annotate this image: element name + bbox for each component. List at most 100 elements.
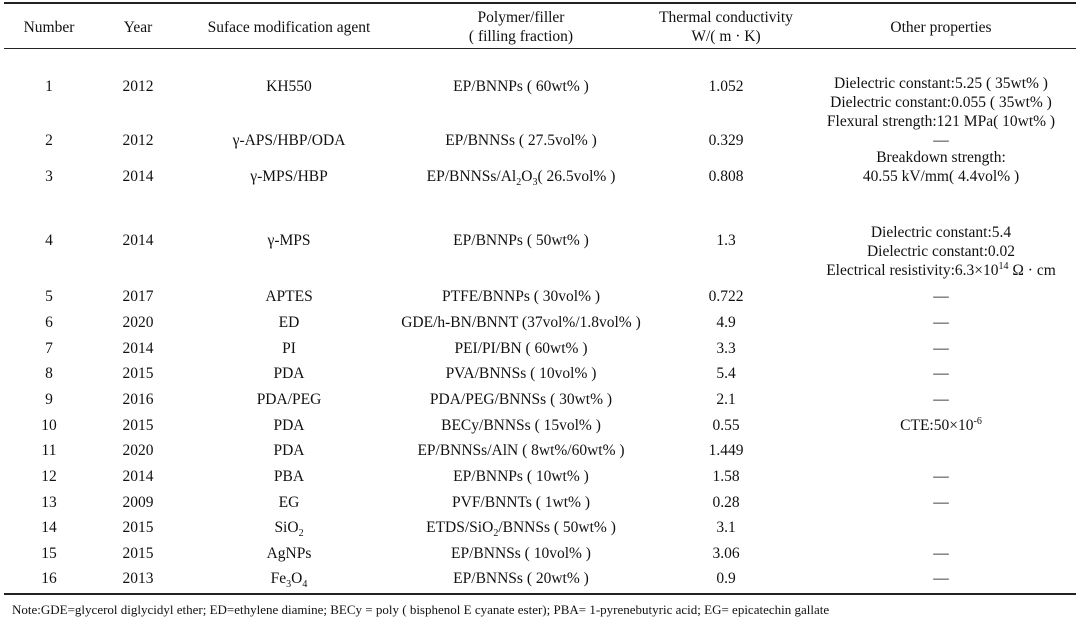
cell-other-properties: — [806,339,1076,358]
header-year: Year [123,19,153,36]
cell-number: 8 [45,365,53,382]
header-polymer-line1: Polymer/filler [477,9,565,26]
cell-other-properties: Breakdown strength: 40.55 kV/mm( 4.4vol% … [806,148,1076,186]
cell-other-properties: — [806,467,1076,486]
cell-agent: PDA [273,442,305,459]
cell-thermal: 3.3 [716,340,736,357]
cell-year: 2020 [122,314,154,331]
other-property-line: Dielectric constant:0.02 [866,243,1016,260]
cell-agent: γ-MPS [267,232,311,249]
cell-year: 2014 [122,468,154,485]
cell-year: 2017 [122,288,154,305]
other-property-line: Flexural strength:121 MPa( 10wt% ) [826,113,1056,130]
cell-thermal: 0.55 [712,417,740,434]
cell-thermal: 1.3 [716,232,736,249]
cell-other-properties: CTE:50×10-6 [806,416,1076,435]
cell-polymer: EP/BNNSs ( 20wt% ) [453,570,589,587]
cell-agent: γ-APS/HBP/ODA [232,132,346,149]
cell-polymer: GDE/h-BN/BNNT (37vol%/1.8vol% ) [401,314,641,331]
cell-year: 2015 [122,545,154,562]
other-property-line: Dielectric constant:5.4 [870,224,1012,241]
cell-number: 4 [45,232,53,249]
other-property-line: — [933,288,949,305]
cell-year: 2014 [122,232,154,249]
cell-polymer: EP/BNNPs ( 10wt% ) [453,468,589,485]
cell-thermal: 3.1 [716,519,736,536]
cell-other-properties: — [806,569,1076,588]
cell-year: 2015 [122,365,154,382]
cell-thermal: 5.4 [716,365,736,382]
cell-polymer: EP/BNNSs/AlN ( 8wt%/60wt% ) [417,442,625,459]
cell-other-properties: — [806,364,1076,383]
cell-other-properties: — [806,493,1076,512]
cell-year: 2014 [122,168,154,185]
header-polymer: Polymer/filler ( filling fraction) [396,8,646,46]
cell-thermal: 0.329 [708,132,744,149]
header-thermal-line2: W/( m · K) [691,28,761,45]
header-polymer-line2: ( filling fraction) [468,28,574,45]
cell-year: 2012 [122,132,154,149]
cell-polymer: EP/BNNSs ( 10vol% ) [451,545,591,562]
other-property-line: Electrical resistivity:6.3×1014 Ω · cm [826,260,1056,279]
cell-other-properties: — [806,390,1076,409]
top-rule [4,2,1076,4]
cell-other-properties: Dielectric constant:5.4 Dielectric consta… [806,223,1076,280]
cell-agent: PI [282,340,296,357]
cell-polymer: EP/BNNPs ( 60wt% ) [453,78,589,95]
cell-thermal: 0.808 [708,168,744,185]
cell-agent: γ-MPS/HBP [250,168,328,185]
cell-polymer: ETDS/SiO2/BNNSs ( 50wt% ) [426,519,616,540]
cell-other-properties: — [806,313,1076,332]
cell-polymer: BECy/BNNSs ( 15vol% ) [441,417,601,434]
cell-number: 12 [41,468,57,485]
cell-agent: EG [278,494,300,511]
cell-year: 2012 [122,78,154,95]
cell-agent: PDA [273,365,305,382]
header-number: Number [23,19,75,36]
other-property-line: — [933,314,949,331]
cell-agent: PDA/PEG [256,391,322,408]
cell-year: 2016 [122,391,154,408]
header-thermal-line1: Thermal conductivity [659,9,793,26]
other-property-line: — [933,340,949,357]
cell-agent: Fe3O4 [270,570,308,591]
cell-agent: SiO2 [274,519,304,540]
cell-number: 7 [45,340,53,357]
cell-number: 16 [41,570,57,587]
cell-thermal: 2.1 [716,391,736,408]
other-property-line: Dielectric constant:0.055 ( 35wt% ) [830,94,1052,111]
cell-number: 14 [41,519,57,536]
cell-other-properties: — [806,287,1076,306]
cell-number: 9 [45,391,53,408]
cell-number: 10 [41,417,57,434]
header-other: Other properties [890,19,992,36]
other-property-line: CTE:50×10-6 [900,415,982,434]
cell-polymer: EP/BNNSs/Al2O3( 26.5vol% ) [426,168,616,189]
cell-polymer: EP/BNNPs ( 50wt% ) [453,232,589,249]
other-property-line: Dielectric constant:5.25 ( 35wt% ) [834,75,1048,92]
cell-polymer: EP/BNNSs ( 27.5vol% ) [445,132,597,149]
cell-number: 15 [41,545,57,562]
other-property-line: — [933,132,949,149]
cell-polymer: PEI/PI/BN ( 60wt% ) [454,340,588,357]
cell-thermal: 4.9 [716,314,736,331]
header-rule [4,48,1076,49]
cell-polymer: PTFE/BNNPs ( 30vol% ) [441,288,601,305]
other-property-line: — [933,365,949,382]
cell-thermal: 1.449 [708,442,744,459]
cell-number: 11 [41,442,57,459]
cell-year: 2013 [122,570,154,587]
cell-agent: ED [278,314,300,331]
cell-agent: PDA [273,417,305,434]
cell-other-properties: Dielectric constant:5.25 ( 35wt% ) Dielec… [806,74,1076,131]
cell-thermal: 3.06 [712,545,740,562]
bottom-rule [4,593,1076,595]
cell-number: 1 [45,78,53,95]
cell-other-properties: — [806,544,1076,563]
other-property-line: — [933,468,949,485]
cell-number: 6 [45,314,53,331]
cell-year: 2014 [122,340,154,357]
cell-year: 2009 [122,494,154,511]
cell-year: 2020 [122,442,154,459]
header-thermal: Thermal conductivity W/( m · K) [646,8,806,46]
